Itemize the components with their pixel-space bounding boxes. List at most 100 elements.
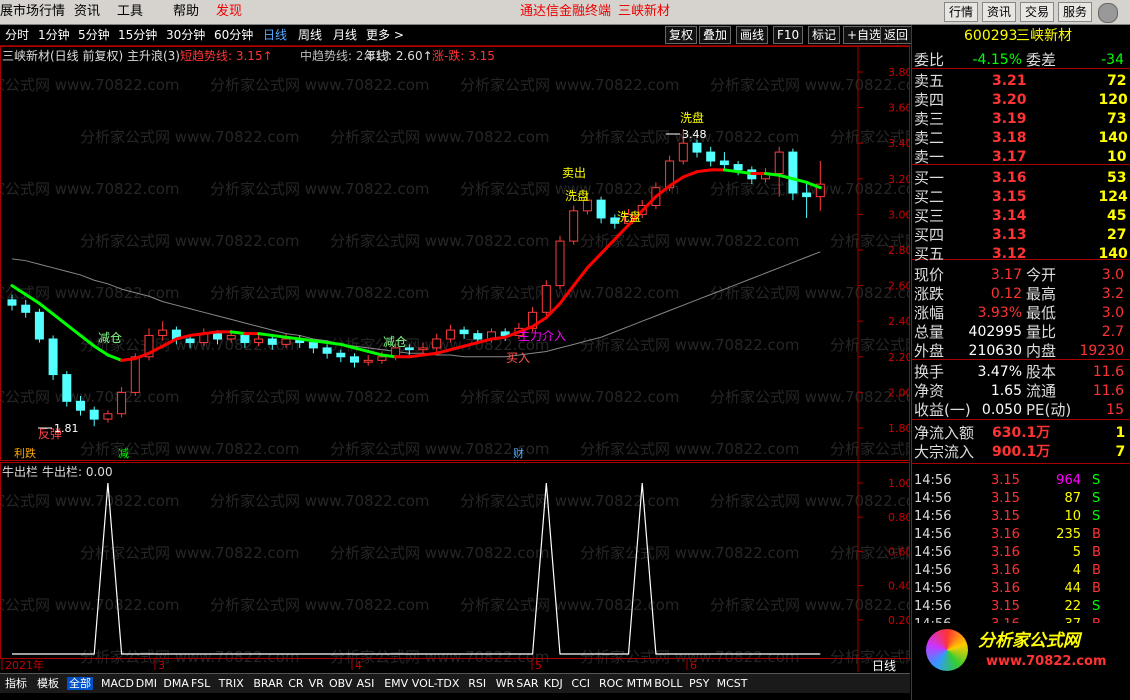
indicator-tab[interactable]: TRIX	[218, 677, 244, 690]
watermark: 分析家公式网 www.70822.com	[580, 128, 800, 146]
quote-label: 换手	[914, 363, 945, 381]
quote-label: 今开	[1026, 266, 1057, 284]
period-tab[interactable]: 分时	[5, 28, 30, 42]
trend-segment	[10, 284, 28, 296]
trend-segment	[764, 171, 781, 177]
indicator-tab[interactable]: VR	[308, 677, 324, 690]
menu-bar: 展市场行情 资讯 工具 帮助 发现 通达信金融终端 三峡新材 行情 资讯 交易 服务	[0, 0, 1130, 25]
indicator-tab[interactable]: EMV	[384, 677, 409, 690]
quote-volume: 27	[1107, 227, 1127, 243]
top-button[interactable]: 行情	[944, 2, 979, 22]
trend-segment	[229, 330, 247, 336]
indicator-tab[interactable]: MCST	[716, 677, 748, 690]
watermark: 分析家公式网 www.70822.com	[330, 440, 550, 458]
candle-body	[802, 192, 812, 198]
tool-button[interactable]: 返回	[880, 26, 913, 44]
quote-price: 3.13	[992, 227, 1027, 243]
period-tab[interactable]: 15分钟	[118, 28, 158, 42]
candle-body	[432, 338, 442, 349]
indicator-tab[interactable]: MTM	[626, 677, 653, 690]
indicator-tab[interactable]: BRAR	[253, 677, 284, 690]
period-tab[interactable]: 月线	[333, 28, 358, 42]
period-tab[interactable]: 日线	[263, 28, 288, 42]
candle-body	[678, 142, 688, 162]
period-tab[interactable]: 5分钟	[78, 28, 110, 42]
indicator-value: 中趋势线: 2.81↑	[300, 49, 393, 63]
period-tab[interactable]: 60分钟	[214, 28, 254, 42]
menu-item[interactable]: 帮助	[173, 4, 200, 19]
trend-segment	[627, 209, 644, 227]
y-tick-label: 3.20	[888, 173, 910, 186]
top-button[interactable]: 服务	[1058, 2, 1093, 22]
trade-time: 14:56	[914, 509, 952, 524]
indicator-tab[interactable]: DMA	[163, 677, 189, 690]
watermark: 分析家公式网 www.70822.com	[210, 76, 430, 94]
period-tab[interactable]: 周线	[298, 28, 323, 42]
indicator-tab[interactable]: PSY	[689, 677, 710, 690]
trend-segment	[51, 312, 69, 327]
candle-body	[158, 329, 168, 336]
window-control[interactable]	[1098, 3, 1118, 23]
indicator-tab[interactable]: ASI	[356, 677, 375, 690]
signal-label: 反弹	[38, 427, 62, 441]
watermark: 分析家公式网 www.70822.com	[830, 336, 910, 354]
y-tick-label: 2.80	[888, 244, 910, 257]
menu-item[interactable]: 展市场行情	[0, 4, 66, 19]
watermark: 分析家公式网 www.70822.com	[710, 284, 910, 302]
period-tab[interactable]: 更多 >	[366, 28, 404, 42]
quote-value: 210630	[968, 343, 1022, 359]
menu-item[interactable]: 发现	[216, 4, 243, 19]
quote-label: 卖五	[914, 72, 945, 90]
indicator-tab[interactable]: OBV	[329, 677, 353, 690]
candle-body	[267, 338, 277, 345]
quote-panel: 600293 三峡新材 委比 -4.15% 委差 -34 卖五 3.21 72 卖四 3.20 120…	[911, 25, 1130, 700]
indicator-tab[interactable]: ROC	[599, 677, 623, 690]
candle-body	[130, 356, 140, 393]
indicator-tab[interactable]: SAR	[516, 677, 539, 690]
quote-volume: 53	[1107, 170, 1127, 186]
menu-item[interactable]: 工具	[117, 4, 144, 19]
tool-button[interactable]: 复权	[665, 26, 698, 44]
indicator-tab[interactable]: 全部	[67, 677, 93, 690]
trade-time: 14:56	[914, 527, 952, 542]
top-button[interactable]: 资讯	[982, 2, 1017, 22]
indicator-value: 涨-跌: 3.15	[432, 49, 495, 63]
indicator-tab[interactable]: MACD	[101, 677, 134, 690]
period-tab[interactable]: 30分钟	[166, 28, 206, 42]
candle-body	[555, 240, 565, 287]
quote-label: 委差	[1026, 51, 1057, 69]
quote-volume: 120	[1098, 92, 1128, 108]
quote-volume: 73	[1107, 111, 1127, 127]
watermark: 分析家公式网 www.70822.com	[0, 388, 180, 406]
top-button[interactable]: 交易	[1020, 2, 1055, 22]
tool-button[interactable]: 叠加	[699, 26, 732, 44]
tool-button[interactable]: 画线	[736, 26, 769, 44]
indicator-tab[interactable]: CCI	[571, 677, 590, 690]
trend-segment	[311, 339, 329, 345]
quote-value: 0.050	[981, 402, 1022, 418]
indicator-tab[interactable]: RSI	[468, 677, 487, 690]
indicator-tab[interactable]: KDJ	[543, 677, 563, 690]
indicator-tab[interactable]: VOL-TDX	[411, 677, 460, 690]
menu-item[interactable]: 资讯	[74, 4, 101, 19]
indicator-tab[interactable]: 指标	[5, 677, 27, 690]
trade-time: 14:56	[914, 581, 952, 596]
indicator-tab[interactable]: WR	[495, 677, 515, 690]
watermark: 分析家公式网 www.70822.com	[460, 492, 680, 510]
indicator-tab[interactable]: CR	[288, 677, 304, 690]
trend-segment	[476, 337, 493, 345]
period-tab[interactable]: 1分钟	[38, 28, 70, 42]
indicator-tab[interactable]: BOLL	[654, 677, 683, 690]
indicator-tab[interactable]: DMI	[135, 677, 158, 690]
tool-button[interactable]: 标记	[808, 26, 841, 44]
indicator-tab[interactable]: 模板	[37, 677, 59, 690]
quote-volume: 1	[1115, 425, 1126, 441]
indicator-tab[interactable]: FSL	[191, 677, 211, 690]
quote-label: 买一	[914, 169, 945, 187]
tool-button[interactable]: +自选	[843, 26, 886, 44]
y-tick-label: 1.00	[888, 477, 910, 490]
quote-label: 涨幅	[914, 304, 945, 322]
candle-body	[62, 374, 72, 402]
trade-price: 3.15	[991, 491, 1020, 506]
tool-button[interactable]: F10	[773, 26, 804, 44]
